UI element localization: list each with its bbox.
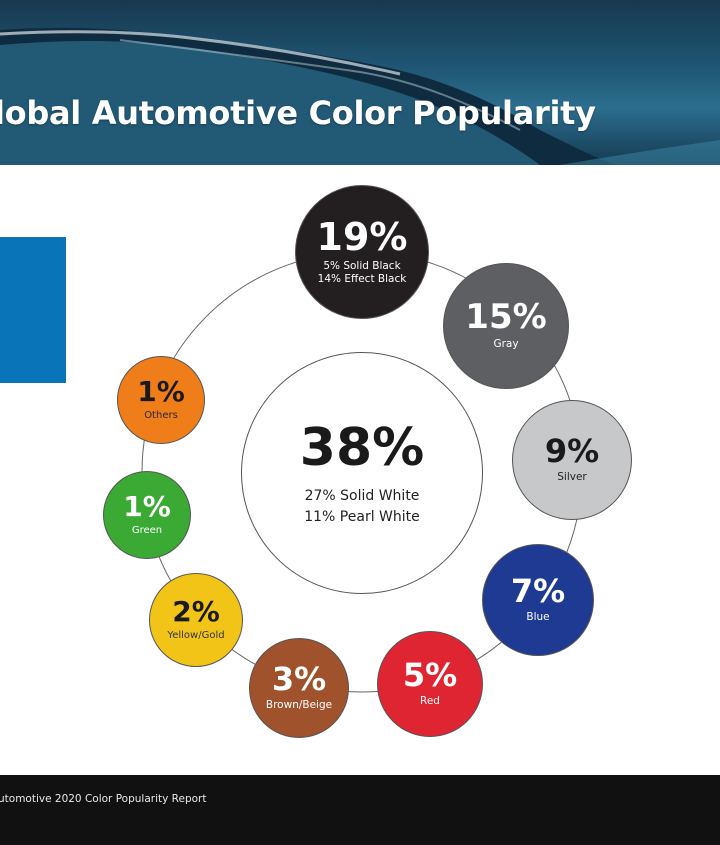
detail-label-black-1: 14% Effect Black xyxy=(317,273,407,285)
percent-label-silver: 9% xyxy=(544,432,600,471)
detail-label-blue-0: Blue xyxy=(526,611,550,624)
bubble-yellow-gold: 2% Yellow/Gold xyxy=(149,573,243,667)
detail-label-black-0: 5% Solid Black xyxy=(323,259,401,272)
center-percent-label: 38% xyxy=(299,418,425,478)
center-detail-1: 27% Solid White xyxy=(304,488,420,504)
accent-block xyxy=(0,237,66,383)
bubble-gray: 15% Gray xyxy=(443,263,569,389)
bubble-black: 19% 5% Solid Black 14% Effect Black xyxy=(295,185,429,319)
footer-bar: utomotive 2020 Color Popularity Report xyxy=(0,775,720,845)
detail-label-yellow-gold-0: Yellow/Gold xyxy=(167,629,225,641)
detail-label-brown-beige-0: Brown/Beige xyxy=(265,699,333,712)
page-title: lobal Automotive Color Popularity xyxy=(0,94,596,132)
percent-label-green: 1% xyxy=(123,489,171,523)
source-caption: utomotive 2020 Color Popularity Report xyxy=(0,793,207,805)
percent-label-others: 1% xyxy=(137,374,185,408)
percent-label-black: 19% xyxy=(316,214,408,259)
bubble-silver: 9% Silver xyxy=(512,400,632,520)
bubble-green: 1% Green xyxy=(103,471,191,559)
center-detail-2: 11% Pearl White xyxy=(304,509,420,525)
detail-label-silver-0: Silver xyxy=(557,471,587,484)
percent-label-yellow-gold: 2% xyxy=(172,594,220,628)
detail-label-red-0: Red xyxy=(420,695,440,708)
bubble-red: 5% Red xyxy=(377,631,483,737)
detail-label-others-0: Others xyxy=(144,409,178,421)
percent-label-blue: 7% xyxy=(510,572,566,611)
detail-label-green-0: Green xyxy=(131,524,163,536)
percent-label-red: 5% xyxy=(402,656,458,695)
percent-label-brown-beige: 3% xyxy=(271,660,327,699)
detail-label-gray-0: Gray xyxy=(493,338,519,351)
center-white-bubble: 38% 27% Solid White 11% Pearl White xyxy=(241,352,483,594)
bubble-brown-beige: 3% Brown/Beige xyxy=(249,638,349,738)
header-banner: lobal Automotive Color Popularity xyxy=(0,0,720,165)
wave-background xyxy=(0,27,720,165)
bubble-blue: 7% Blue xyxy=(482,544,594,656)
bubble-others: 1% Others xyxy=(117,356,205,444)
percent-label-gray: 15% xyxy=(465,297,547,338)
